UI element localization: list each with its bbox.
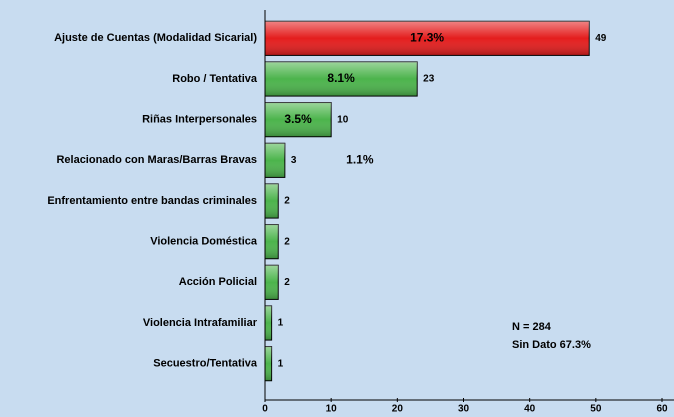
bar-shade [265, 265, 279, 300]
bar-shade [265, 21, 590, 56]
percent-label: 8.1% [327, 71, 355, 85]
category-label: Ajuste de Cuentas (Modalidad Sicarial) [54, 32, 257, 44]
category-label: Acción Policial [179, 276, 257, 288]
bar-shade [265, 102, 332, 137]
value-label: 23 [423, 74, 435, 85]
bar-shade [265, 346, 272, 381]
x-tick-label: 10 [326, 404, 338, 412]
category-label: Secuestro/Tentativa [153, 358, 258, 370]
percent-label: 3.5% [284, 112, 312, 126]
x-tick-label: 60 [656, 404, 668, 412]
category-label: Robo / Tentativa [172, 73, 258, 85]
percent-label: 17.3% [410, 31, 444, 45]
annotation: Sin Dato 67.3% [512, 339, 591, 351]
value-label: 10 [337, 114, 349, 125]
value-label: 3 [291, 155, 297, 166]
value-label: 2 [284, 277, 290, 288]
x-tick-label: 30 [458, 404, 470, 412]
value-label: 49 [595, 33, 607, 44]
annotation: N = 284 [512, 321, 552, 333]
value-label: 2 [284, 196, 290, 207]
category-label: Riñas Interpersonales [142, 114, 257, 126]
value-label: 1 [278, 318, 284, 329]
x-tick-label: 40 [524, 404, 536, 412]
bar-shade [265, 61, 418, 97]
value-label: 1 [278, 358, 284, 369]
category-label: Relacionado con Maras/Barras Bravas [56, 154, 257, 166]
x-tick-label: 20 [392, 404, 404, 412]
category-label: Enfrentamiento entre bandas criminales [47, 195, 257, 207]
bar-shade [265, 143, 285, 178]
bar-shade [265, 183, 279, 219]
bar-shade [265, 305, 272, 341]
value-label: 2 [284, 236, 290, 247]
x-tick-label: 0 [262, 404, 268, 412]
x-tick-label: 50 [590, 404, 602, 412]
percent-label: 1.1% [346, 153, 374, 167]
category-label: Violencia Doméstica [150, 236, 258, 248]
bar-shade [265, 224, 279, 259]
category-label: Violencia Intrafamiliar [143, 317, 258, 329]
